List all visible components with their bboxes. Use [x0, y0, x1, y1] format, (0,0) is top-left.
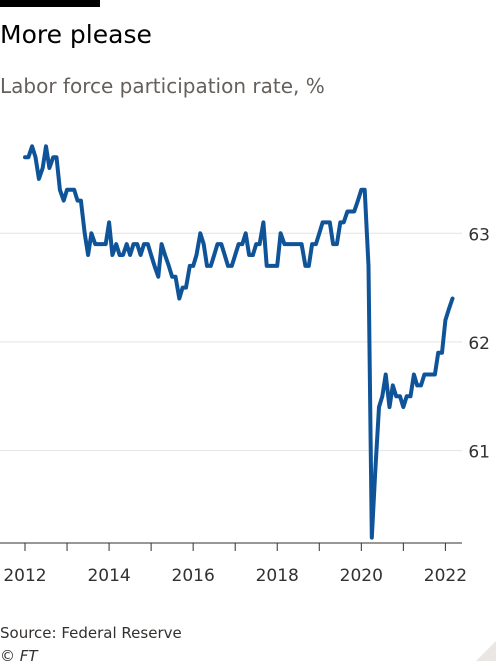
source-note: Source: Federal Reserve: [0, 624, 182, 642]
x-axis: 2012 2014 2016 2018 2020 2022: [0, 542, 467, 586]
gridlines: [0, 232, 462, 452]
x-tick-label: 2014: [87, 566, 130, 586]
brand-bar: [0, 0, 100, 7]
series-layer: [23, 144, 455, 540]
line-chart: 2012 2014 2016 2018 2020 2022 61 62 63: [0, 144, 490, 586]
y-tick-label: 62: [468, 334, 490, 354]
x-tick-label: 2016: [172, 566, 215, 586]
x-tick-label: 2018: [256, 566, 299, 586]
y-tick-label: 61: [468, 443, 490, 463]
x-tick-label: 2012: [3, 566, 46, 586]
chart-subtitle: Labor force participation rate, %: [0, 74, 325, 98]
y-axis-labels: 61 62 63: [468, 225, 490, 462]
x-tick-label: 2020: [340, 566, 383, 586]
x-tick-label: 2022: [424, 566, 467, 586]
y-tick-label: 63: [468, 225, 490, 245]
corner-fold: [476, 641, 496, 661]
series-line-0: [23, 144, 455, 540]
ft-credit: © FT: [0, 647, 38, 665]
chart-title: More please: [0, 20, 152, 49]
